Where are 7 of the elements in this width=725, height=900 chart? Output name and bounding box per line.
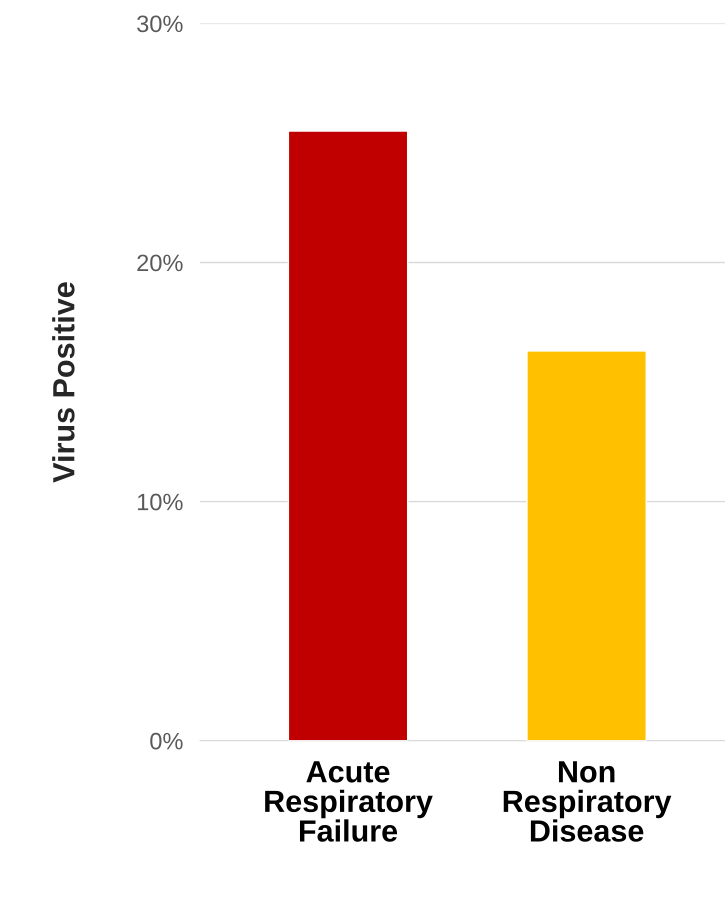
x-tick-label: Acute Respiratory Failure xyxy=(265,761,433,842)
y-axis-title: Virus Positive xyxy=(52,282,75,483)
y-tick-label: 30% xyxy=(137,15,183,32)
x-tick-label: Non Respiratory Disease xyxy=(504,761,672,842)
y-tick-label: 0% xyxy=(150,732,183,750)
y-tick-label: 20% xyxy=(137,254,183,272)
y-tick-label: 10% xyxy=(138,494,183,510)
